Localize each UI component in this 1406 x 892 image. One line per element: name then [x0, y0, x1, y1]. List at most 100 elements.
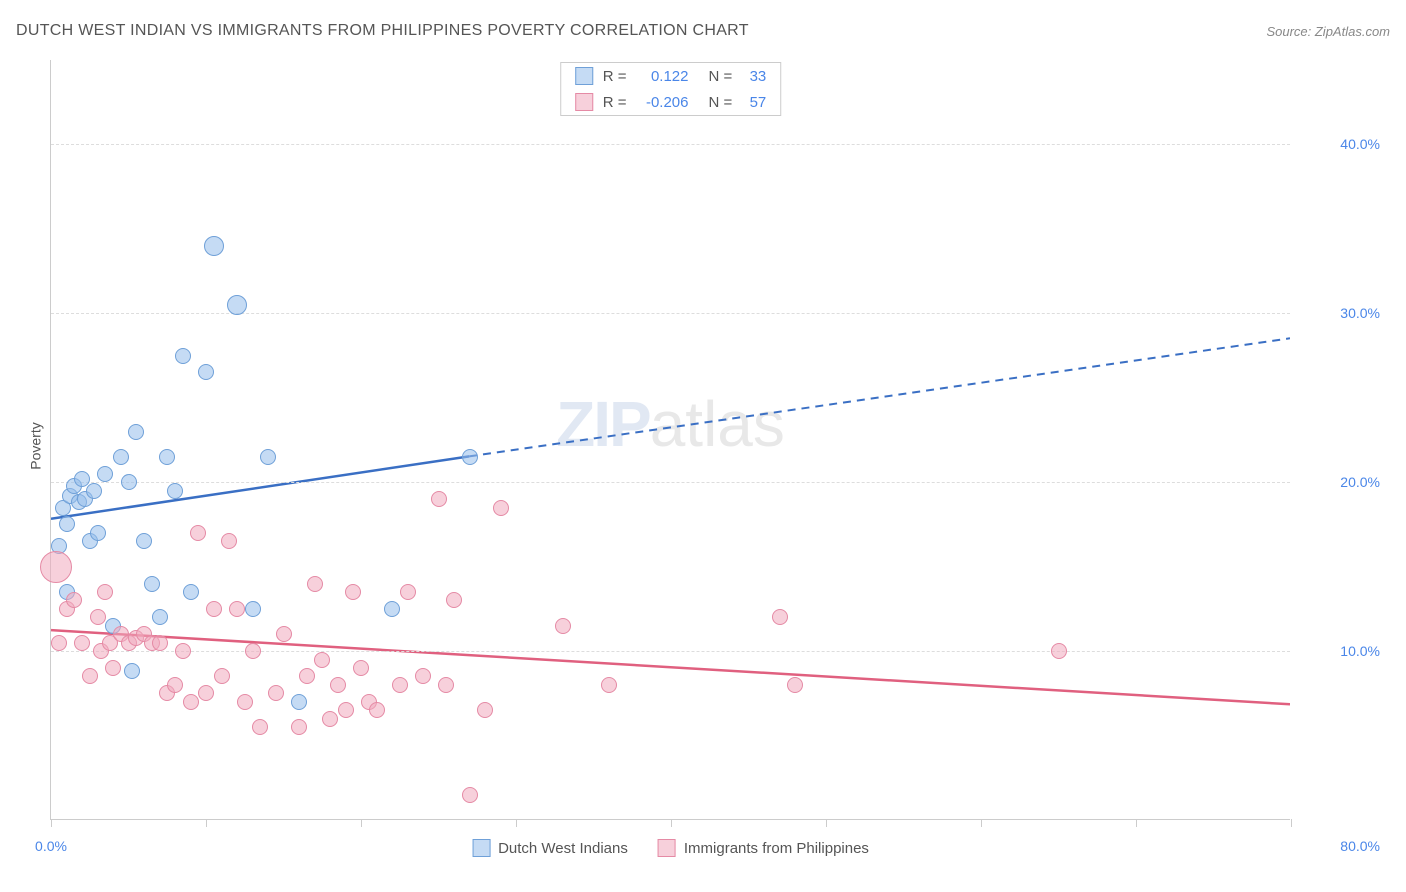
r-label: R = [603, 94, 627, 111]
data-point [438, 677, 454, 693]
data-point [462, 449, 478, 465]
data-point [252, 719, 268, 735]
data-point [167, 483, 183, 499]
x-start-label: 0.0% [35, 838, 67, 854]
data-point [345, 584, 361, 600]
data-point [152, 635, 168, 651]
data-point [59, 516, 75, 532]
header-bar: DUTCH WEST INDIAN VS IMMIGRANTS FROM PHI… [16, 22, 1390, 40]
gridline-h [51, 482, 1290, 483]
data-point [121, 474, 137, 490]
data-point [462, 787, 478, 803]
data-point [136, 533, 152, 549]
data-point [190, 525, 206, 541]
x-tick [981, 819, 982, 827]
series-legend-label: Dutch West Indians [498, 840, 628, 857]
data-point [90, 525, 106, 541]
data-point [260, 449, 276, 465]
y-tick-label: 10.0% [1340, 643, 1380, 659]
data-point [245, 643, 261, 659]
data-point [245, 601, 261, 617]
data-point [183, 694, 199, 710]
data-point [152, 609, 168, 625]
gridline-h [51, 651, 1290, 652]
data-point [97, 584, 113, 600]
data-point [299, 668, 315, 684]
data-point [314, 652, 330, 668]
data-point [369, 702, 385, 718]
data-point [601, 677, 617, 693]
data-point [353, 660, 369, 676]
r-label: R = [603, 68, 627, 85]
data-point [787, 677, 803, 693]
x-tick [1291, 819, 1292, 827]
source-label: Source: ZipAtlas.com [1266, 24, 1390, 39]
data-point [415, 668, 431, 684]
data-point [204, 236, 224, 256]
series-legend-item: Immigrants from Philippines [658, 839, 869, 857]
data-point [330, 677, 346, 693]
watermark-zip: ZIP [556, 387, 650, 461]
legend-swatch-icon [472, 839, 490, 857]
data-point [227, 295, 247, 315]
data-point [446, 592, 462, 608]
x-tick [1136, 819, 1137, 827]
data-point [307, 576, 323, 592]
data-point [74, 635, 90, 651]
data-point [338, 702, 354, 718]
data-point [40, 551, 72, 583]
data-point [128, 424, 144, 440]
data-point [183, 584, 199, 600]
data-point [322, 711, 338, 727]
data-point [291, 719, 307, 735]
x-tick [516, 819, 517, 827]
series-legend-label: Immigrants from Philippines [684, 840, 869, 857]
n-value: 33 [738, 68, 766, 85]
data-point [237, 694, 253, 710]
legend-row: R =-0.206N =57 [561, 89, 781, 115]
data-point [384, 601, 400, 617]
data-point [198, 685, 214, 701]
data-point [772, 609, 788, 625]
data-point [105, 660, 121, 676]
data-point [221, 533, 237, 549]
x-tick [206, 819, 207, 827]
y-tick-label: 20.0% [1340, 474, 1380, 490]
y-tick-label: 40.0% [1340, 136, 1380, 152]
data-point [66, 592, 82, 608]
gridline-h [51, 144, 1290, 145]
data-point [268, 685, 284, 701]
data-point [431, 491, 447, 507]
data-point [159, 449, 175, 465]
x-tick [826, 819, 827, 827]
series-legend-item: Dutch West Indians [472, 839, 628, 857]
data-point [198, 364, 214, 380]
n-label: N = [709, 94, 733, 111]
data-point [86, 483, 102, 499]
data-point [291, 694, 307, 710]
chart-title: DUTCH WEST INDIAN VS IMMIGRANTS FROM PHI… [16, 22, 749, 40]
x-tick [671, 819, 672, 827]
n-label: N = [709, 68, 733, 85]
data-point [206, 601, 222, 617]
data-point [51, 635, 67, 651]
watermark-atlas: atlas [650, 387, 785, 461]
y-axis-label: Poverty [28, 422, 44, 469]
data-point [90, 609, 106, 625]
x-end-label: 80.0% [1340, 838, 1380, 854]
legend-swatch-icon [575, 67, 593, 85]
data-point [555, 618, 571, 634]
data-point [229, 601, 245, 617]
data-point [113, 449, 129, 465]
r-value: -0.206 [633, 94, 689, 111]
x-tick [51, 819, 52, 827]
data-point [1051, 643, 1067, 659]
legend-swatch-icon [575, 93, 593, 111]
series-legend: Dutch West Indians Immigrants from Philip… [472, 839, 869, 857]
watermark: ZIPatlas [556, 387, 785, 461]
data-point [124, 663, 140, 679]
data-point [144, 576, 160, 592]
data-point [477, 702, 493, 718]
y-tick-label: 30.0% [1340, 305, 1380, 321]
data-point [175, 643, 191, 659]
